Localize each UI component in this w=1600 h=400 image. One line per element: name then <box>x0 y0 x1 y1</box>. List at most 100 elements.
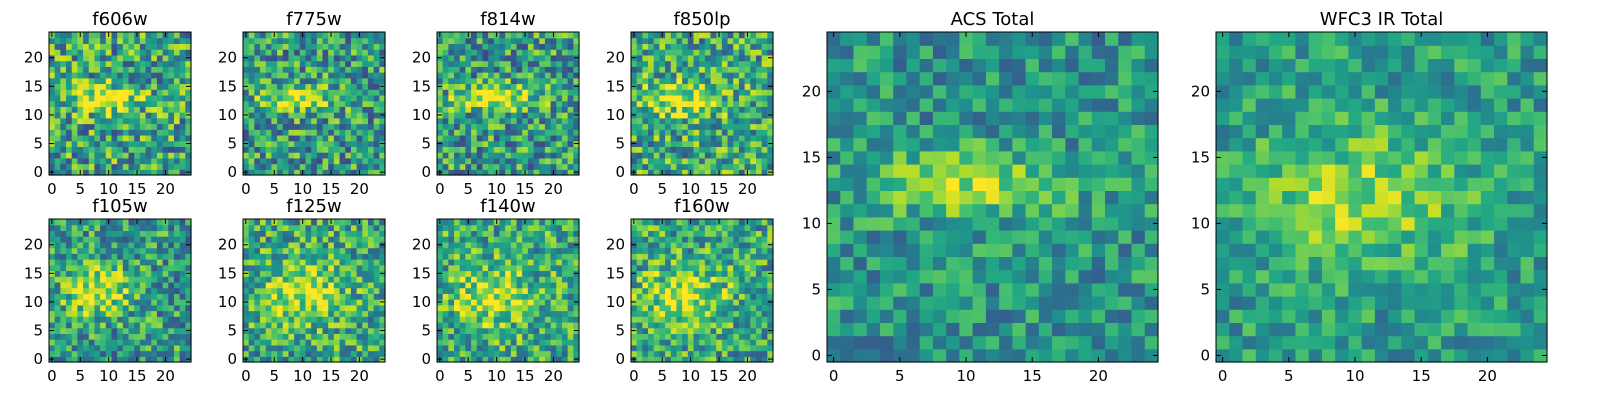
heatmap-cell <box>636 157 643 165</box>
heatmap-cell <box>277 169 284 176</box>
heatmap-cell <box>561 157 569 165</box>
heatmap-cell <box>139 327 147 334</box>
heatmap-cell <box>282 72 290 79</box>
heatmap-cell <box>471 60 478 67</box>
heatmap-cell <box>60 94 67 102</box>
heatmap-cell <box>54 163 61 170</box>
heatmap-cell <box>761 157 768 165</box>
y-tick-label: 15 <box>24 77 43 95</box>
y-tick-label: 0 <box>33 163 43 181</box>
heatmap-cell <box>721 350 729 357</box>
heatmap-cell <box>733 140 740 147</box>
heatmap-cell <box>648 270 655 277</box>
heatmap-cell <box>482 72 489 79</box>
heatmap-cell <box>659 333 666 340</box>
heatmap-cell <box>522 236 529 243</box>
heatmap-cell <box>162 66 169 73</box>
heatmap-cell <box>316 327 324 334</box>
heatmap-cell <box>733 83 740 90</box>
heatmap-cell <box>333 32 341 39</box>
heatmap-cell <box>710 321 717 329</box>
heatmap-cell <box>271 66 278 73</box>
heatmap-cell <box>151 247 158 254</box>
heatmap-cell <box>117 72 124 79</box>
heatmap-cell <box>721 293 729 300</box>
heatmap-cell <box>156 224 164 232</box>
heatmap-cell <box>704 316 712 323</box>
heatmap-cell <box>510 60 518 67</box>
heatmap-cell <box>704 89 712 96</box>
heatmap-cell <box>316 83 324 90</box>
heatmap-cell <box>362 316 369 323</box>
heatmap-cell <box>94 112 101 119</box>
heatmap-cell <box>442 259 449 266</box>
heatmap-cell <box>676 123 683 130</box>
heatmap-cell <box>505 276 512 283</box>
heatmap-cell <box>556 264 563 272</box>
heatmap-cell <box>465 350 472 357</box>
heatmap-cell <box>265 37 272 45</box>
heatmap-cell <box>682 321 689 329</box>
heatmap-cell <box>254 241 261 249</box>
heatmap-cell <box>305 134 312 142</box>
heatmap-cell <box>442 224 449 232</box>
heatmap-cell <box>561 83 569 90</box>
heatmap-cell <box>328 140 335 147</box>
heatmap-cell <box>66 304 73 312</box>
heatmap-cell <box>122 224 130 232</box>
heatmap-cell <box>162 43 169 50</box>
heatmap-cell <box>248 230 255 237</box>
heatmap-cell <box>156 129 164 136</box>
heatmap-cell <box>556 146 563 153</box>
heatmap-cell <box>179 236 186 243</box>
heatmap-cell <box>636 316 643 323</box>
heatmap-cell <box>373 339 380 346</box>
heatmap-cell <box>185 259 192 266</box>
heatmap-cell <box>493 152 501 159</box>
heatmap-cell <box>631 163 638 170</box>
heatmap-cell <box>665 37 672 45</box>
x-tick-label: 15 <box>127 367 146 385</box>
heatmap-cell <box>117 344 124 352</box>
heatmap-cell <box>94 100 101 107</box>
heatmap-cell <box>111 106 118 113</box>
heatmap-cell <box>556 117 563 125</box>
heatmap-cell <box>356 236 363 243</box>
heatmap-cell <box>459 83 466 90</box>
heatmap-cell <box>527 270 535 277</box>
heatmap-cell <box>527 134 535 142</box>
heatmap-cell <box>339 89 346 96</box>
heatmap-cell <box>516 112 523 119</box>
heatmap-cell <box>738 66 746 73</box>
heatmap-cell <box>459 350 466 357</box>
heatmap-cell <box>676 89 683 96</box>
heatmap-cell <box>721 281 729 289</box>
heatmap-cell <box>721 72 729 79</box>
heatmap-cell <box>362 281 369 289</box>
heatmap-cell <box>488 281 495 289</box>
heatmap-cell <box>265 264 272 272</box>
heatmap-cell <box>367 169 375 176</box>
heatmap-cell <box>550 264 557 272</box>
heatmap-cell <box>362 327 369 334</box>
heatmap-cell <box>448 83 455 90</box>
heatmap-cell <box>550 49 557 56</box>
heatmap-cell <box>636 77 643 85</box>
heatmap-cell <box>550 157 557 165</box>
heatmap-cell <box>356 259 363 266</box>
heatmap-cell <box>653 94 660 102</box>
heatmap-cell <box>88 287 96 294</box>
heatmap-cell <box>676 83 683 90</box>
heatmap-cell <box>437 134 444 142</box>
heatmap-cell <box>373 333 380 340</box>
heatmap-cell <box>294 253 301 260</box>
heatmap-cell <box>185 304 192 312</box>
heatmap-cell <box>482 333 489 340</box>
heatmap-cell <box>277 112 284 119</box>
heatmap-cell <box>100 169 107 176</box>
heatmap-cell <box>539 43 546 50</box>
heatmap-cell <box>60 60 67 67</box>
heatmap-cell <box>476 72 484 79</box>
heatmap-cell <box>716 304 723 312</box>
heatmap-cell <box>288 169 295 176</box>
